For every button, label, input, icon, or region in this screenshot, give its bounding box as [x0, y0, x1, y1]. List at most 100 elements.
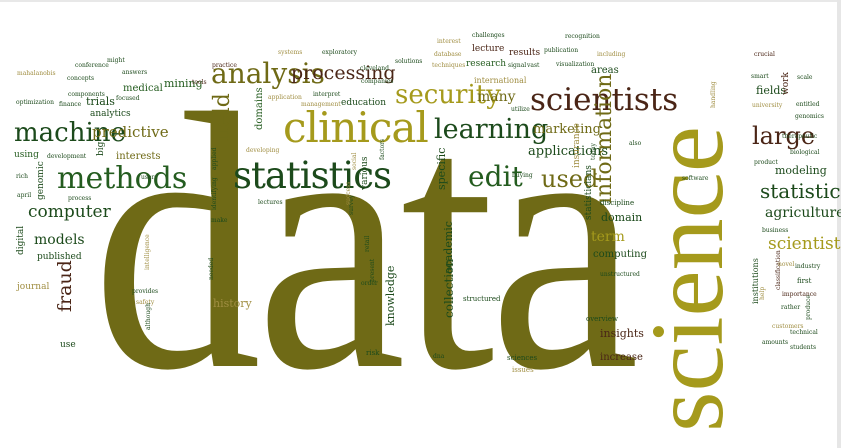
word-statistics: statistics — [233, 154, 392, 197]
word-safety: safety — [136, 299, 155, 306]
word-make: make — [211, 217, 228, 224]
word-applied: applied — [211, 147, 218, 171]
word-structured: structured — [463, 295, 501, 303]
word-techniques: techniques — [432, 62, 466, 69]
word-genomic: genomic — [36, 161, 46, 200]
word-knowledge: knowledge — [384, 265, 397, 326]
word-processing: processing — [291, 62, 396, 84]
word-results: results — [509, 48, 541, 58]
word-analytics: analytics — [90, 109, 131, 119]
word-identifying: identifying — [211, 177, 218, 210]
word-challenges: challenges — [472, 32, 505, 39]
word-analysis: analysis — [211, 57, 325, 90]
word-user: user — [141, 174, 155, 181]
word-visualization: visualization — [556, 61, 595, 68]
word-also: also — [629, 140, 642, 147]
word-marketing: marketing — [533, 122, 601, 137]
word-customers: customers — [772, 323, 804, 330]
word-education: education — [341, 98, 386, 108]
word-entitled: entitled — [796, 101, 820, 108]
word-provides: provides — [132, 288, 159, 295]
word-retail: retail — [364, 235, 371, 252]
word-dna: dna — [433, 353, 445, 360]
word-mining: mining — [164, 77, 203, 90]
word-edit: edit — [468, 160, 523, 193]
word-specific: specific — [435, 147, 448, 190]
word-field: field — [210, 93, 235, 142]
right-border — [837, 0, 841, 448]
word-success: success — [345, 181, 352, 205]
word-areas: areas — [591, 65, 619, 76]
word-lecture: lecture — [472, 44, 505, 54]
word-use: use — [60, 340, 76, 350]
word-application: application — [268, 94, 302, 101]
word-science: science — [630, 125, 745, 432]
word-handling: handling — [710, 81, 717, 108]
word-systems: systems — [278, 49, 303, 56]
word-work: work — [781, 72, 791, 95]
word-process: process — [68, 195, 92, 202]
word-help: help — [759, 286, 766, 300]
word-domain: domain — [601, 211, 643, 224]
word-present: present — [369, 258, 376, 282]
word-students: students — [790, 344, 817, 351]
word-might: might — [107, 57, 125, 64]
word-interest: interest — [437, 38, 461, 45]
word-novel: novel — [778, 261, 795, 268]
word-importance: importance — [782, 291, 817, 298]
word-applications: applications — [528, 144, 608, 159]
word-amounts: amounts — [762, 339, 789, 346]
word-international: international — [474, 76, 527, 85]
word-recognition: recognition — [565, 33, 600, 40]
word-agriculture: agriculture — [765, 205, 841, 221]
word-produce: produce — [805, 295, 812, 320]
word-sciences: sciences — [507, 354, 538, 362]
word-lectures: lectures — [258, 199, 283, 206]
word-biological: biological — [790, 149, 820, 156]
word-technical: technical — [790, 329, 818, 336]
word-using: using — [14, 150, 39, 160]
word-genomics: genomics — [795, 113, 824, 120]
word-first: first — [797, 277, 812, 285]
word-therapeutic: therapeutic — [782, 133, 818, 140]
word-machine: machine — [14, 118, 126, 148]
word-components: components — [68, 91, 105, 98]
word-increase: increase — [600, 352, 643, 363]
word-management: management — [301, 101, 341, 108]
word-computer: computer — [28, 202, 111, 222]
word-software: software — [682, 175, 709, 182]
word-product: product — [754, 159, 778, 166]
word-answers: answers — [122, 69, 148, 76]
word-intelligence: intelligence — [144, 234, 151, 270]
word-many: many — [477, 89, 516, 105]
word-solutions: solutions — [395, 58, 423, 65]
word-rich: rich — [16, 173, 29, 180]
word-exploratory: exploratory — [322, 49, 358, 56]
word-fraud: fraud — [54, 260, 76, 312]
word-classification: classification — [775, 250, 782, 290]
word-overview: overview — [586, 315, 618, 323]
word-smart: smart — [751, 73, 769, 80]
word-discipline: discipline — [600, 199, 635, 207]
word-order: order — [361, 280, 378, 287]
word-learning: learning — [434, 114, 549, 145]
word-companies: companies — [361, 78, 394, 85]
word-published: published — [37, 252, 82, 262]
word-development: development — [47, 153, 87, 160]
word-crucial: crucial — [754, 51, 775, 58]
word-interpret: interpret — [313, 91, 341, 98]
word-various: various — [360, 156, 370, 190]
word-vast: vast — [527, 62, 540, 69]
word-statisticians: statisticians — [584, 165, 594, 220]
word-fields: fields — [756, 84, 787, 97]
word-university: university — [752, 102, 783, 109]
word-although: although — [145, 303, 152, 330]
word-information: information — [592, 73, 617, 204]
word-models: models — [34, 232, 85, 248]
word-issues: issues — [512, 366, 534, 374]
word-research: research — [466, 59, 507, 69]
word-interests: interests — [116, 151, 161, 162]
word-medical: medical — [123, 83, 163, 94]
word-database: database — [434, 51, 462, 58]
word-big: big — [96, 141, 106, 156]
